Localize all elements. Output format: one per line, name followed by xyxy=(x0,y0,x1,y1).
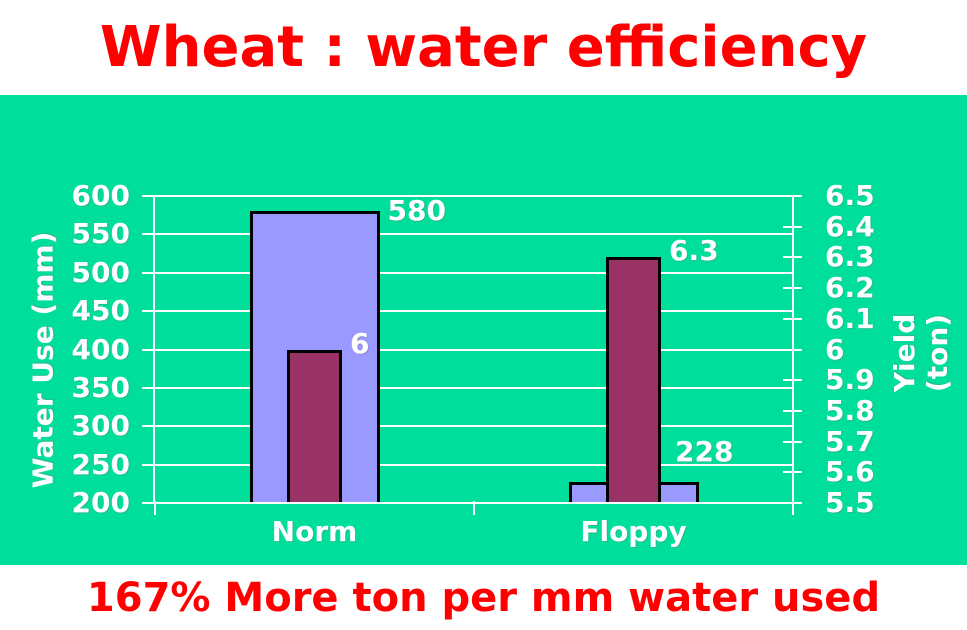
right-axis-tick-label: 5.6 xyxy=(825,455,875,489)
right-axis-tick-label: 5.7 xyxy=(825,424,875,458)
left-axis-tick-label: 450 xyxy=(71,294,130,328)
gridline xyxy=(155,310,793,313)
right-axis-tick-label: 6.5 xyxy=(825,179,875,212)
category-label: Floppy xyxy=(580,515,687,548)
left-axis-tick xyxy=(142,425,155,428)
left-axis-tick-label: 350 xyxy=(71,370,130,404)
right-axis-tick-label: 6.3 xyxy=(825,240,875,274)
left-axis-tick xyxy=(142,233,155,236)
slide-title: Wheat : water efficiency xyxy=(99,15,868,80)
left-axis-tick xyxy=(142,386,155,389)
x-axis-tick xyxy=(154,501,156,515)
footer-caption: 167% More ton per mm water used xyxy=(86,574,881,621)
water-use-value-label: 580 xyxy=(387,194,446,228)
category-label: Norm xyxy=(271,515,358,548)
right-axis-tick-label: 6.1 xyxy=(825,301,875,335)
left-axis-tick-label: 250 xyxy=(71,447,130,481)
right-axis-tick-label: 6.2 xyxy=(825,271,875,305)
water-use-value-label: 228 xyxy=(675,434,734,468)
left-axis-tick-label: 200 xyxy=(71,486,130,519)
yield-bar xyxy=(606,257,661,503)
left-axis-tick-label: 300 xyxy=(71,409,130,443)
right-axis-tick-label: 5.9 xyxy=(825,363,875,397)
x-axis-tick xyxy=(792,501,794,515)
left-axis-tick xyxy=(142,271,155,274)
gridline xyxy=(155,348,793,351)
gridline xyxy=(155,195,793,197)
yield-value-label: 6.3 xyxy=(669,234,719,268)
gridline xyxy=(155,425,793,428)
left-axis-tick xyxy=(142,310,155,313)
right-axis-line xyxy=(792,196,794,503)
gridline xyxy=(155,271,793,274)
left-axis-tick-label: 400 xyxy=(71,332,130,366)
yield-bar xyxy=(287,349,342,503)
gridline xyxy=(155,233,793,236)
right-axis-tick-label: 5.5 xyxy=(825,486,875,519)
left-axis-tick xyxy=(142,463,155,466)
gridline xyxy=(155,386,793,389)
gridline xyxy=(155,463,793,466)
x-axis-tick xyxy=(473,501,475,515)
right-axis-tick-label: 5.8 xyxy=(825,393,875,427)
yield-value-label: 6 xyxy=(350,326,370,360)
left-axis-tick-label: 550 xyxy=(71,217,130,251)
left-axis-tick xyxy=(142,502,155,504)
right-axis-tick-label: 6.4 xyxy=(825,209,875,243)
left-axis-tick xyxy=(142,195,155,197)
left-axis-tick-label: 600 xyxy=(71,179,130,212)
left-axis-line xyxy=(153,196,155,503)
left-axis-tick xyxy=(142,348,155,351)
right-axis-tick-label: 6 xyxy=(825,332,845,366)
left-axis-tick-label: 500 xyxy=(71,255,130,289)
chart-area: Water Use (mm) Yield (ton) 600 550 500 450 4… xyxy=(0,95,967,565)
